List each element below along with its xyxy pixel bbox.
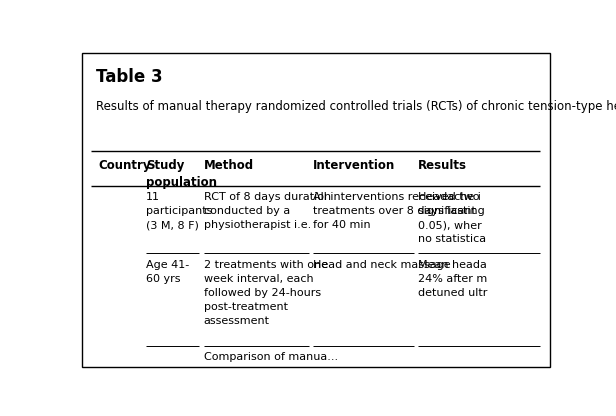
Text: Age 41-
60 yrs: Age 41- 60 yrs — [146, 260, 190, 284]
Text: Results: Results — [418, 159, 468, 172]
FancyBboxPatch shape — [82, 53, 549, 367]
Text: Country: Country — [99, 159, 151, 172]
Text: Intervention: Intervention — [314, 159, 395, 172]
Text: Comparison of manua...: Comparison of manua... — [203, 352, 338, 362]
Text: Head and neck massage: Head and neck massage — [314, 260, 451, 270]
Text: RCT of 8 days duration
conducted by a
physiotherapist i.e.: RCT of 8 days duration conducted by a ph… — [203, 193, 331, 230]
Text: Table 3: Table 3 — [96, 67, 163, 86]
Text: Mean heada
24% after m
detuned ultr: Mean heada 24% after m detuned ultr — [418, 260, 488, 298]
Text: 11
participants
(3 M, 8 F): 11 participants (3 M, 8 F) — [146, 193, 213, 230]
Text: 2 treatments with one
week interval, each
followed by 24-hours
post-treatment
as: 2 treatments with one week interval, eac… — [203, 260, 328, 326]
Text: Study
population: Study population — [146, 159, 217, 189]
Text: Method: Method — [203, 159, 254, 172]
Text: All interventions received two
treatments over 8 days lasting
for 40 min: All interventions received two treatment… — [314, 193, 485, 230]
Text: Results of manual therapy randomized controlled trials (RCTs) of chronic tension: Results of manual therapy randomized con… — [96, 99, 616, 113]
Text: Headache i
significant 
0.05), wher
no statistica: Headache i significant 0.05), wher no st… — [418, 193, 487, 245]
